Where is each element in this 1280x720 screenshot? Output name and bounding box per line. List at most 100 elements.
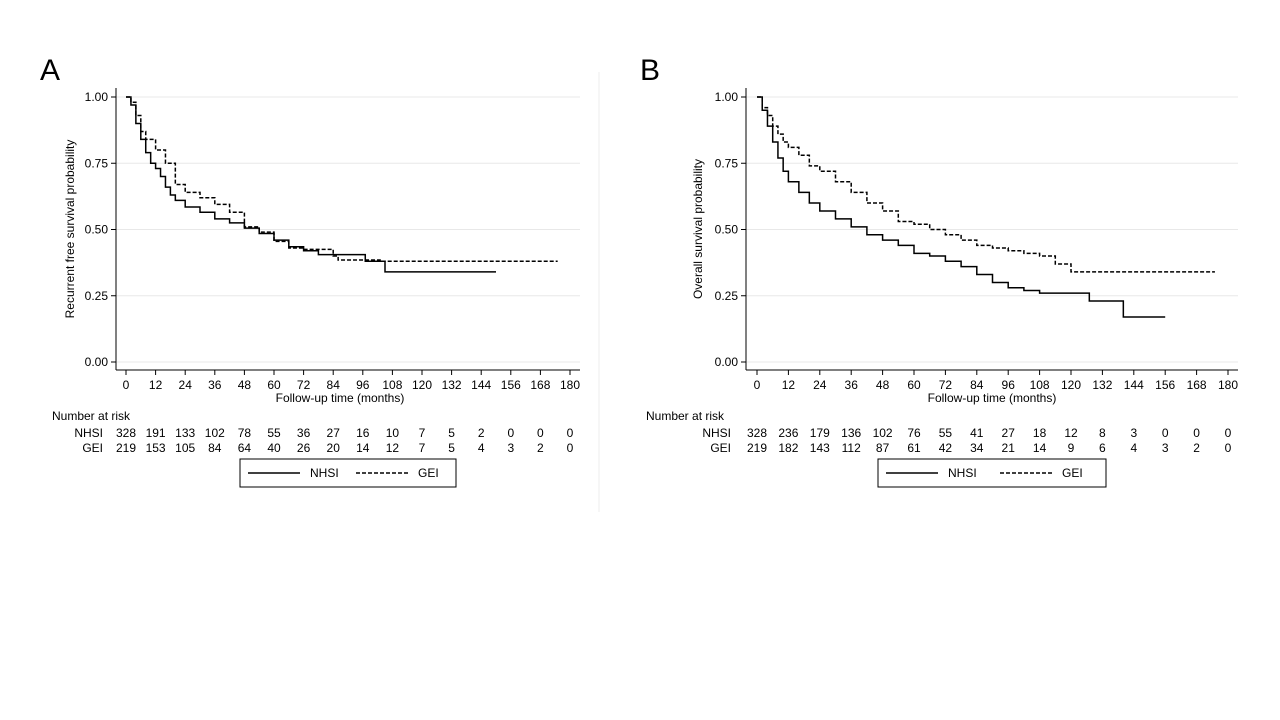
x-tick-label: 24 <box>813 378 827 392</box>
risk-value: 76 <box>907 426 921 440</box>
risk-value: 179 <box>810 426 830 440</box>
x-tick-label: 120 <box>1061 378 1081 392</box>
x-tick-label: 84 <box>327 378 341 392</box>
x-tick-label: 96 <box>356 378 370 392</box>
x-tick-label: 156 <box>501 378 521 392</box>
risk-value: 136 <box>841 426 861 440</box>
risk-value: 21 <box>1002 441 1016 455</box>
risk-value: 0 <box>1162 426 1169 440</box>
risk-value: 0 <box>537 426 544 440</box>
risk-table-header: Number at risk <box>52 409 131 423</box>
risk-value: 0 <box>567 426 574 440</box>
x-tick-label: 36 <box>845 378 859 392</box>
panel-a: A0.000.250.500.751.000 12 24 36 48 60 72 84 96 10… <box>40 54 580 488</box>
risk-value: 36 <box>297 426 311 440</box>
x-tick-label: 36 <box>208 378 222 392</box>
x-tick-label: 168 <box>530 378 550 392</box>
risk-value: 27 <box>1002 426 1016 440</box>
risk-row-label: NHSI <box>74 426 103 440</box>
risk-value: 34 <box>970 441 984 455</box>
x-tick-label: 108 <box>1030 378 1050 392</box>
risk-value: 18 <box>1033 426 1047 440</box>
risk-value: 0 <box>567 441 574 455</box>
legend-label: GEI <box>1062 466 1083 480</box>
risk-value: 87 <box>876 441 890 455</box>
risk-value: 10 <box>386 426 400 440</box>
risk-value: 3 <box>507 441 514 455</box>
risk-value: 0 <box>1225 441 1232 455</box>
panel-b: B0.000.250.500.751.000 12 24 36 48 60 72 84 96 10… <box>640 54 1238 488</box>
x-tick-label: 144 <box>471 378 491 392</box>
risk-value: 84 <box>208 441 222 455</box>
x-tick-label: 72 <box>297 378 311 392</box>
x-tick-label: 72 <box>939 378 953 392</box>
risk-value: 105 <box>175 441 195 455</box>
x-tick-label: 48 <box>238 378 252 392</box>
x-tick-label: 60 <box>267 378 281 392</box>
risk-value: 236 <box>778 426 798 440</box>
legend-label: NHSI <box>310 466 339 480</box>
risk-value: 55 <box>939 426 953 440</box>
risk-value: 7 <box>419 441 426 455</box>
risk-value: 6 <box>1099 441 1106 455</box>
risk-value: 55 <box>267 426 281 440</box>
risk-value: 40 <box>267 441 281 455</box>
x-axis-title: Follow-up time (months) <box>276 391 405 405</box>
x-tick-label: 12 <box>782 378 796 392</box>
risk-value: 8 <box>1099 426 1106 440</box>
y-tick-label: 0.75 <box>85 156 109 170</box>
risk-value: 328 <box>747 426 767 440</box>
risk-value: 153 <box>146 441 166 455</box>
risk-value: 64 <box>238 441 252 455</box>
risk-value: 5 <box>448 441 455 455</box>
risk-value: 219 <box>747 441 767 455</box>
risk-value: 3 <box>1130 426 1137 440</box>
y-tick-label: 0.00 <box>715 355 739 369</box>
risk-value: 61 <box>907 441 921 455</box>
y-tick-label: 0.75 <box>715 156 739 170</box>
risk-value: 12 <box>1064 426 1078 440</box>
y-tick-label: 0.25 <box>715 289 739 303</box>
risk-value: 0 <box>1225 426 1232 440</box>
risk-value: 20 <box>327 441 341 455</box>
risk-value: 219 <box>116 441 136 455</box>
risk-value: 112 <box>842 441 861 455</box>
risk-value: 4 <box>478 441 485 455</box>
risk-value: 7 <box>419 426 426 440</box>
risk-value: 3 <box>1162 441 1169 455</box>
x-tick-label: 156 <box>1155 378 1175 392</box>
legend-label: GEI <box>418 466 439 480</box>
survival-curve-gei <box>757 96 1215 273</box>
x-tick-label: 0 <box>123 378 130 392</box>
x-tick-label: 96 <box>1002 378 1016 392</box>
risk-row-label: GEI <box>82 441 103 455</box>
x-tick-label: 60 <box>907 378 921 392</box>
x-tick-label: 24 <box>179 378 193 392</box>
risk-value: 14 <box>356 441 370 455</box>
risk-value: 102 <box>205 426 225 440</box>
risk-value: 191 <box>146 426 166 440</box>
x-tick-label: 144 <box>1124 378 1144 392</box>
risk-value: 42 <box>939 441 953 455</box>
risk-value: 0 <box>1193 426 1200 440</box>
x-tick-label: 12 <box>149 378 163 392</box>
panel-label: A <box>40 54 60 87</box>
y-axis-title: Recurrent free survival probability <box>63 140 77 319</box>
x-tick-label: 108 <box>382 378 402 392</box>
x-tick-label: 0 <box>754 378 761 392</box>
risk-value: 12 <box>386 441 400 455</box>
panel-label: B <box>640 54 660 87</box>
legend-label: NHSI <box>948 466 977 480</box>
risk-value: 328 <box>116 426 136 440</box>
x-tick-label: 84 <box>970 378 984 392</box>
risk-value: 133 <box>175 426 195 440</box>
survival-curve-gei <box>126 96 558 263</box>
risk-value: 41 <box>970 426 984 440</box>
risk-value: 26 <box>297 441 311 455</box>
risk-value: 78 <box>238 426 252 440</box>
y-tick-label: 0.50 <box>715 223 739 237</box>
risk-value: 5 <box>448 426 455 440</box>
survival-curve-nhsi <box>126 96 496 273</box>
risk-value: 0 <box>507 426 514 440</box>
